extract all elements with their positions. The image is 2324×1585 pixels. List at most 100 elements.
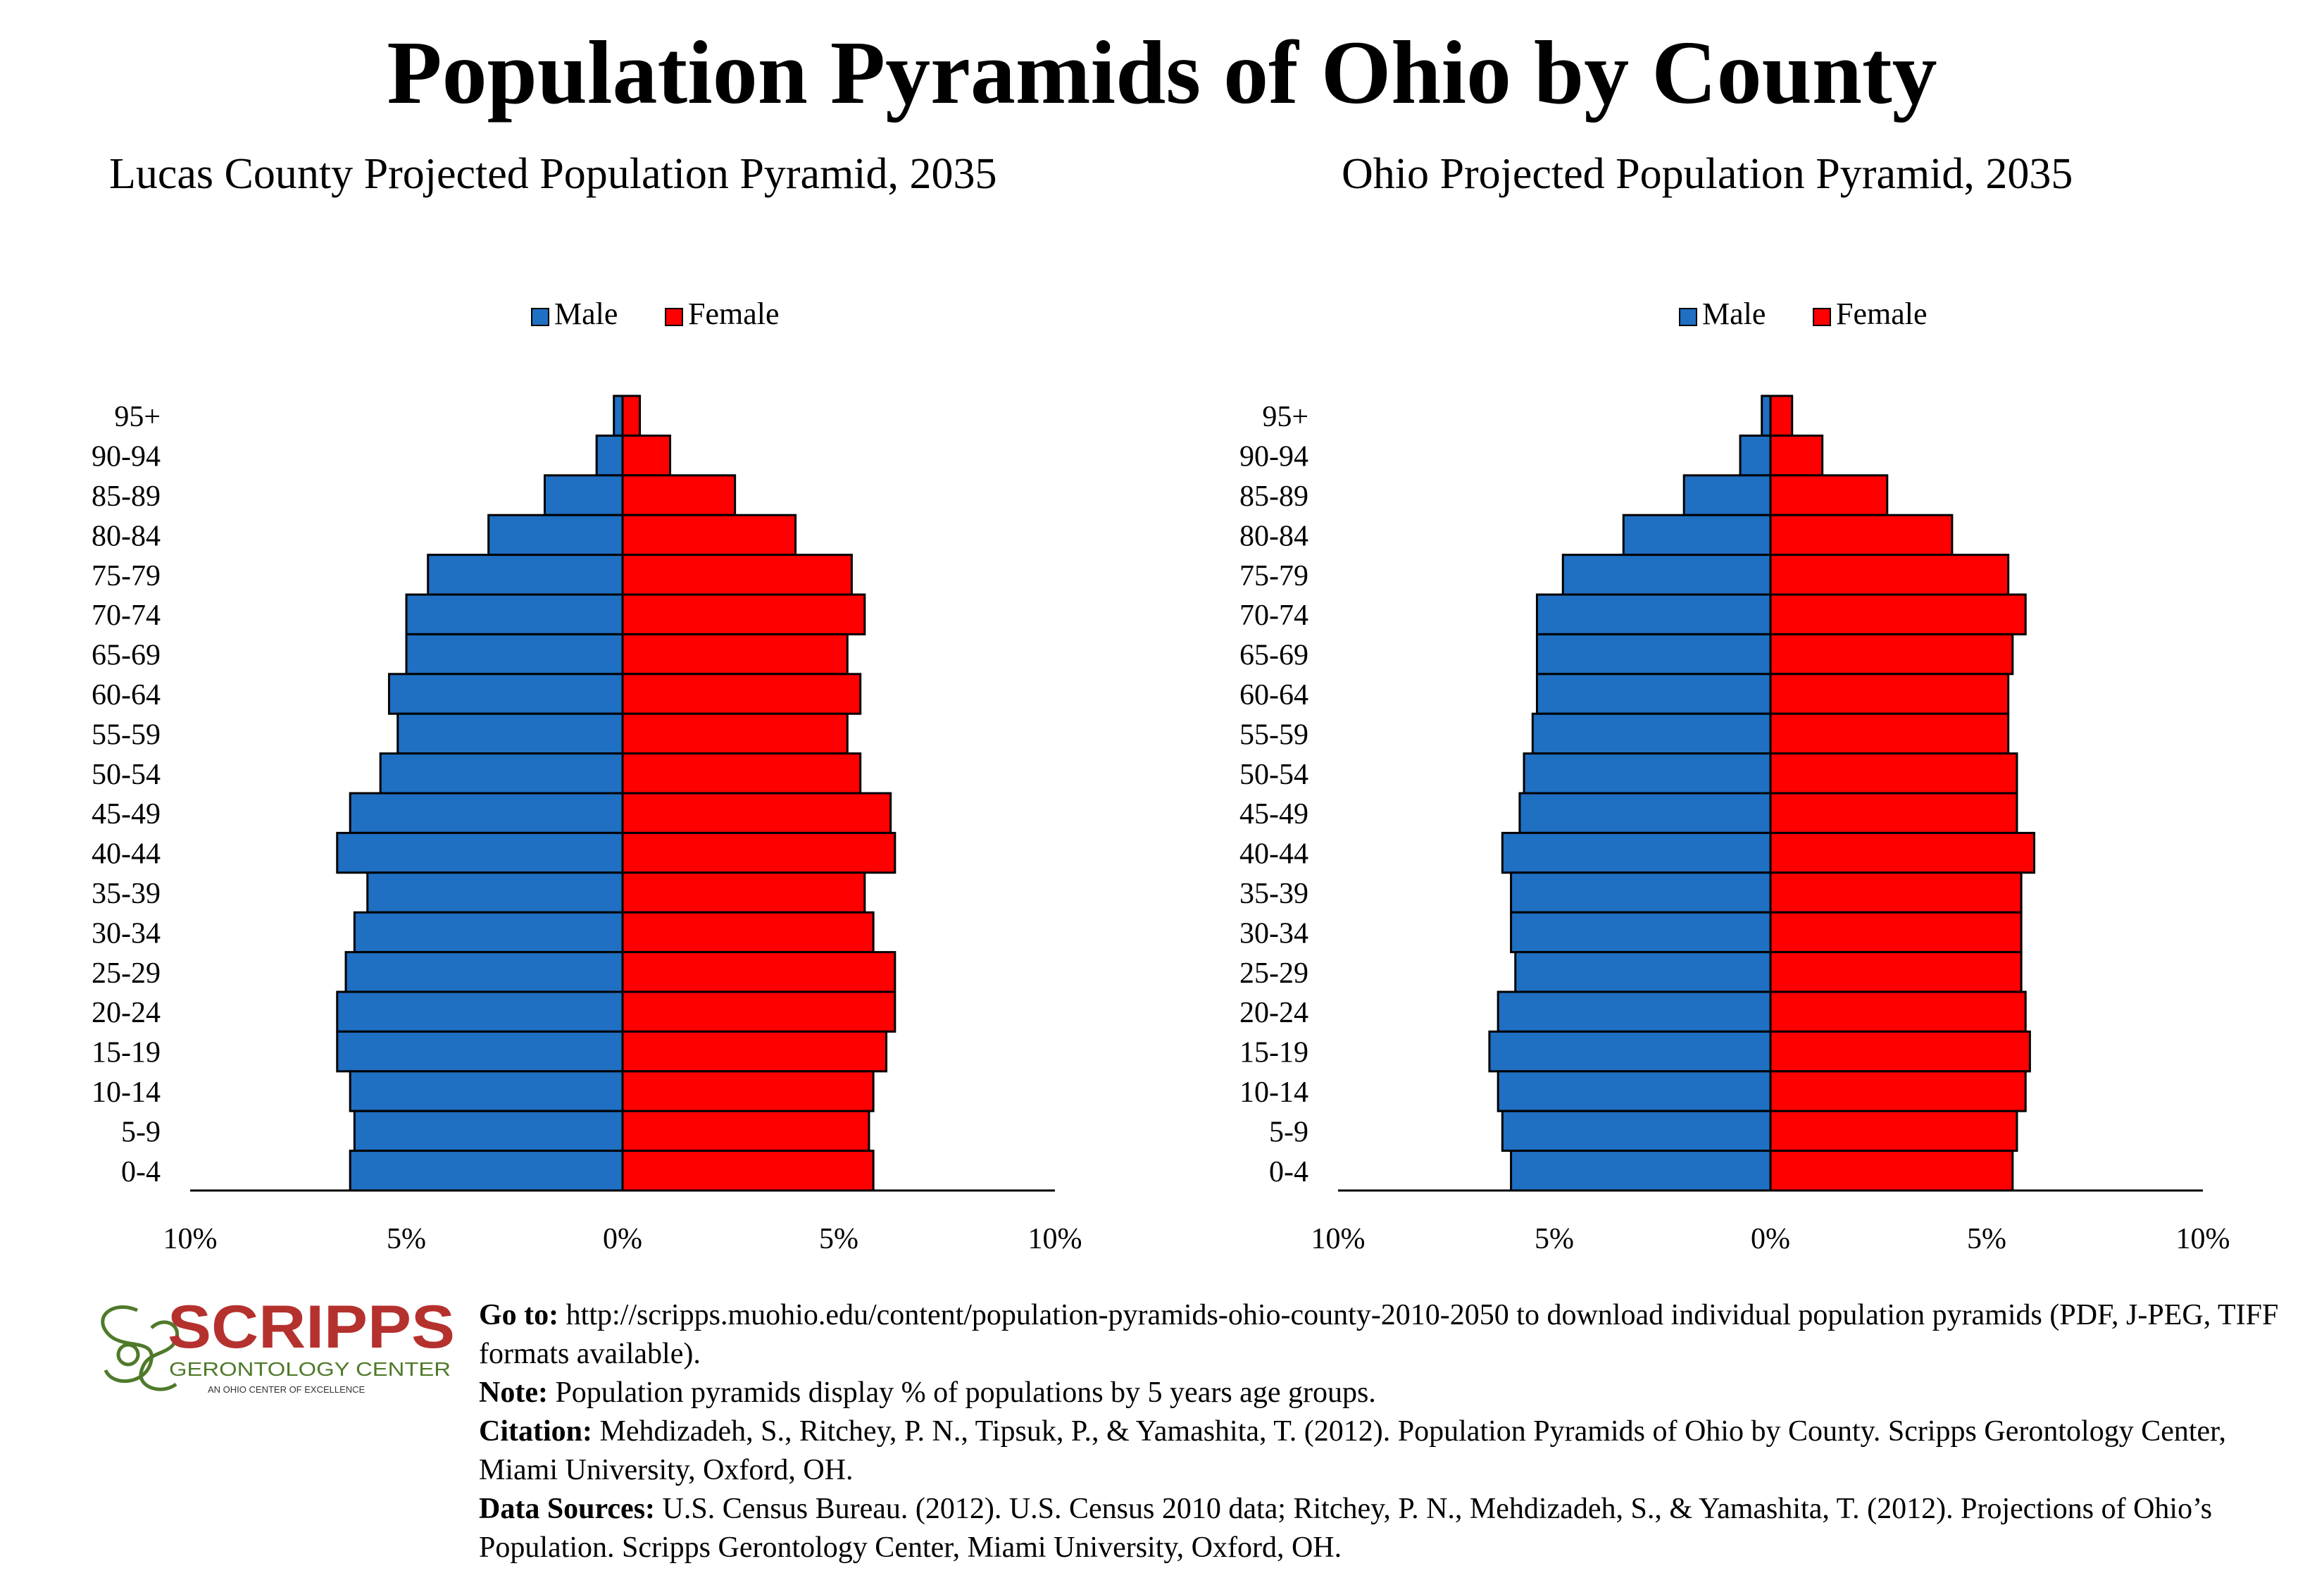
legend-female-swatch bbox=[1813, 308, 1831, 326]
bar-female-55-59 bbox=[621, 712, 849, 755]
bar-female-75-79 bbox=[1769, 554, 2010, 596]
legend-female-swatch bbox=[665, 308, 683, 326]
legend-male-swatch bbox=[531, 308, 549, 326]
bar-female-5-9 bbox=[621, 1110, 870, 1152]
pyramid-charts: 95+ 90-94 85-89 80-84 75-79 70-74 65-69 60-64 55… bbox=[92, 297, 2230, 1254]
age-label: 85-89 bbox=[92, 480, 161, 513]
bar-female-85-89 bbox=[1769, 474, 1889, 516]
bar-male-25-29 bbox=[1514, 951, 1772, 993]
age-label: 35-39 bbox=[1239, 878, 1308, 910]
chart-title-lucas: Lucas County Projected Population Pyrami… bbox=[109, 150, 997, 198]
age-label: 70-74 bbox=[92, 599, 161, 632]
x-tick-label: 10% bbox=[1028, 1223, 1082, 1254]
age-label: 20-24 bbox=[1239, 997, 1308, 1029]
pyramid-1: 95+ 90-94 85-89 80-84 75-79 70-74 65-69 60-64 55… bbox=[1239, 297, 2230, 1254]
bar-male-65-69 bbox=[405, 633, 624, 676]
bar-male-85-89 bbox=[543, 474, 624, 516]
citation-label: Citation: bbox=[479, 1415, 592, 1448]
age-label: 75-79 bbox=[92, 560, 161, 592]
bar-female-45-49 bbox=[621, 792, 892, 834]
age-label: 55-59 bbox=[92, 719, 161, 751]
bar-female-90-94 bbox=[621, 434, 672, 477]
bar-male-80-84 bbox=[1622, 514, 1772, 557]
bar-female-80-84 bbox=[621, 514, 797, 557]
note-text: Population pyramids display % of populat… bbox=[547, 1376, 1376, 1409]
bar-female-30-34 bbox=[1769, 911, 2023, 954]
citation-text: Mehdizadeh, S., Ritchey, P. N., Tipsuk, … bbox=[479, 1415, 2226, 1486]
age-label: 45-49 bbox=[1239, 798, 1308, 831]
bar-female-15-19 bbox=[621, 1030, 888, 1073]
page-title: Population Pyramids of Ohio by County bbox=[387, 23, 1937, 123]
bar-male-85-89 bbox=[1682, 474, 1772, 516]
age-label: 0-4 bbox=[121, 1156, 161, 1188]
bar-female-55-59 bbox=[1769, 712, 2010, 755]
age-label: 25-29 bbox=[92, 957, 161, 990]
legend-male-swatch bbox=[1679, 308, 1697, 326]
bar-female-60-64 bbox=[621, 673, 862, 715]
x-tick-label: 0% bbox=[603, 1223, 642, 1254]
age-label: 30-34 bbox=[92, 917, 161, 950]
age-label: 20-24 bbox=[92, 997, 161, 1029]
chart-title-ohio: Ohio Projected Population Pyramid, 2035 bbox=[1342, 150, 2073, 198]
age-label: 75-79 bbox=[1239, 560, 1308, 592]
bar-female-20-24 bbox=[1769, 990, 2027, 1033]
age-label: 80-84 bbox=[92, 520, 161, 552]
bar-male-60-64 bbox=[1535, 673, 1772, 715]
bar-male-10-14 bbox=[1497, 1070, 1772, 1112]
goto-text: http://scripps.muohio.edu/content/popula… bbox=[479, 1299, 2279, 1370]
age-label: 90-94 bbox=[1239, 441, 1308, 473]
age-label: 10-14 bbox=[1239, 1076, 1308, 1109]
bar-female-70-74 bbox=[621, 593, 866, 635]
age-label: 80-84 bbox=[1239, 520, 1308, 552]
bar-male-45-49 bbox=[1518, 792, 1772, 834]
age-label: 50-54 bbox=[1239, 759, 1308, 791]
logo-name: SCRIPPS bbox=[168, 1293, 455, 1361]
sources-label: Data Sources: bbox=[479, 1493, 656, 1525]
age-label: 10-14 bbox=[92, 1076, 161, 1109]
bar-female-40-44 bbox=[1769, 831, 2036, 874]
footer-goto: Go to: http://scripps.muohio.edu/content… bbox=[479, 1296, 2310, 1374]
footer-sources: Data Sources: U.S. Census Bureau. (2012)… bbox=[479, 1490, 2310, 1567]
bar-female-35-39 bbox=[1769, 871, 2023, 914]
footer-notes: Go to: http://scripps.muohio.edu/content… bbox=[479, 1296, 2310, 1567]
logo-tagline: AN OHIO CENTER OF EXCELLENCE bbox=[208, 1384, 366, 1395]
age-label: 25-29 bbox=[1239, 957, 1308, 990]
age-label: 70-74 bbox=[1239, 599, 1308, 632]
bar-male-90-94 bbox=[1739, 434, 1772, 477]
bar-male-45-49 bbox=[349, 792, 624, 834]
x-tick-label: 5% bbox=[1535, 1223, 1574, 1254]
bar-male-5-9 bbox=[1501, 1110, 1772, 1152]
x-tick-label: 5% bbox=[1967, 1223, 2006, 1254]
bar-male-35-39 bbox=[1510, 871, 1772, 914]
x-tick-label: 5% bbox=[387, 1223, 426, 1254]
bar-female-70-74 bbox=[1769, 593, 2027, 635]
bar-male-65-69 bbox=[1535, 633, 1772, 676]
bar-female-50-54 bbox=[1769, 752, 2018, 795]
bar-male-5-9 bbox=[353, 1110, 624, 1152]
bar-male-75-79 bbox=[1561, 554, 1772, 596]
x-tick-label: 10% bbox=[163, 1223, 218, 1254]
x-tick-label: 0% bbox=[1751, 1223, 1790, 1254]
bar-female-30-34 bbox=[621, 911, 875, 954]
bar-male-30-34 bbox=[353, 911, 624, 954]
bar-female-90-94 bbox=[1769, 434, 1824, 477]
age-label: 15-19 bbox=[92, 1037, 161, 1069]
logo-subtitle: GERONTOLOGY CENTER bbox=[169, 1358, 451, 1380]
legend-male-label: Male bbox=[1702, 297, 1766, 331]
bar-male-10-14 bbox=[349, 1070, 624, 1112]
bar-female-35-39 bbox=[621, 871, 866, 914]
bar-male-15-19 bbox=[1488, 1030, 1772, 1073]
bar-female-75-79 bbox=[621, 554, 853, 596]
bar-female-25-29 bbox=[1769, 951, 2023, 993]
bar-female-25-29 bbox=[621, 951, 897, 993]
sources-text: U.S. Census Bureau. (2012). U.S. Census … bbox=[479, 1493, 2213, 1564]
bar-female-80-84 bbox=[1769, 514, 1954, 557]
age-label: 55-59 bbox=[1239, 719, 1308, 751]
bar-female-0-4 bbox=[1769, 1150, 2014, 1192]
bar-male-55-59 bbox=[1531, 712, 1772, 755]
age-label: 35-39 bbox=[92, 878, 161, 910]
bar-female-65-69 bbox=[1769, 633, 2014, 676]
bar-male-20-24 bbox=[336, 990, 624, 1033]
bar-female-60-64 bbox=[1769, 673, 2010, 715]
bar-male-25-29 bbox=[344, 951, 624, 993]
